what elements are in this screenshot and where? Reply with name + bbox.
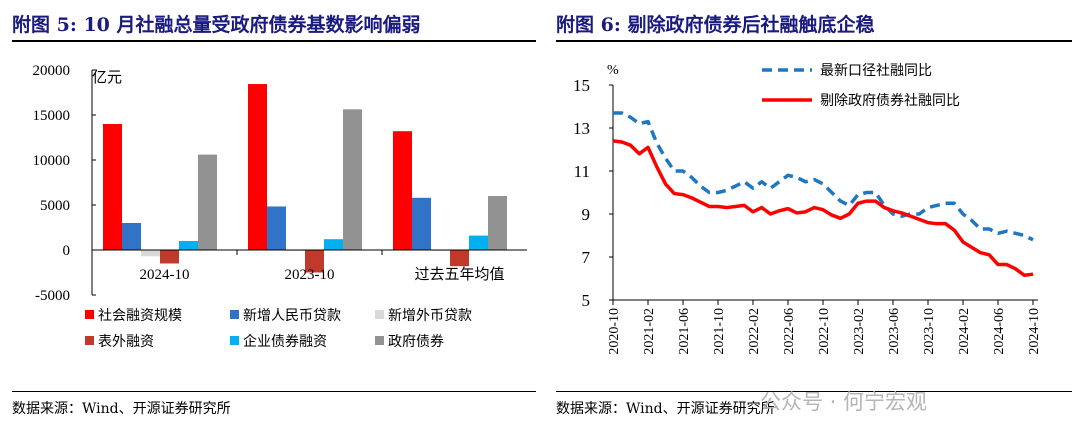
right-title-rule [556, 40, 1072, 42]
y-tick-label: 0 [63, 243, 71, 259]
x-tick-label: 2024-06 [992, 308, 1007, 355]
x-tick-label: 2021-02 [642, 308, 657, 355]
category-label: 过去五年均值 [414, 266, 504, 283]
y-tick-label: 5000 [40, 198, 70, 214]
bar-新增外币贷款 [141, 250, 160, 257]
legend-swatch [230, 310, 239, 319]
y-tick-label: 9 [582, 205, 591, 224]
legend-swatch [375, 310, 384, 319]
bar-新增人民币贷款 [267, 206, 286, 250]
legend-label: 新增外币贷款 [388, 308, 472, 324]
x-tick-label: 2023-06 [887, 308, 902, 355]
y-axis-unit: 亿元 [92, 69, 122, 86]
bar-新增人民币贷款 [412, 197, 431, 250]
y-tick-label: -5000 [35, 288, 70, 304]
legend-label: 企业债券融资 [243, 333, 327, 350]
bar-企业债券融资 [324, 239, 343, 250]
bar-政府债券 [343, 109, 362, 250]
left-footer-rule [12, 391, 536, 392]
line-剔除政府债券社融同比 [612, 139, 1034, 278]
bar-表外融资 [305, 250, 324, 273]
legend-swatch [230, 336, 239, 345]
y-tick-label: 10000 [33, 153, 71, 169]
legend-swatch [85, 310, 94, 319]
bar-企业债券融资 [179, 241, 198, 250]
legend-label: 社会融资规模 [98, 308, 182, 324]
y-tick-label: 20000 [33, 63, 71, 79]
y-tick-label: 11 [574, 162, 590, 181]
x-tick-label: 2021-06 [677, 308, 692, 355]
x-tick-label: 2021-10 [712, 308, 727, 355]
x-tick-label: 2024-10 [1027, 308, 1042, 355]
left-title-rule [12, 40, 536, 42]
left-chart-title: 附图 5: 10 月社融总量受政府债券基数影响偏弱 [12, 14, 421, 36]
right-footer-rule [556, 391, 1072, 392]
x-tick-label: 2024-02 [957, 308, 972, 355]
right-chart-title: 附图 6: 剔除政府债券后社融触底企稳 [556, 14, 875, 36]
legend-swatch [375, 336, 384, 345]
legend-label: 政府债券 [388, 334, 444, 350]
category-label: 2024-10 [140, 267, 190, 283]
x-tick-label: 2023-10 [922, 308, 937, 355]
bar-表外融资 [450, 250, 469, 267]
legend-label: 表外融资 [98, 334, 154, 350]
bar-新增人民币贷款 [122, 223, 141, 250]
bar-企业债券融资 [469, 235, 488, 250]
x-tick-label: 2020-10 [607, 308, 622, 355]
x-tick-label: 2022-10 [817, 308, 832, 355]
right-source: 数据来源：Wind、开源证券研究所 [556, 401, 775, 417]
x-tick-label: 2022-06 [782, 308, 797, 355]
watermark: 公众号 · 何宁宏观 [760, 390, 928, 414]
legend-label: 新增人民币贷款 [243, 308, 341, 324]
y-tick-label: 13 [573, 119, 590, 138]
left-source: 数据来源：Wind、开源证券研究所 [12, 401, 231, 417]
y-tick-label: 15 [573, 76, 590, 95]
x-tick-label: 2022-02 [747, 308, 762, 355]
legend-label: 剔除政府债券社融同比 [820, 93, 960, 109]
y-axis-unit: % [607, 63, 619, 78]
bar-社会融资规模 [103, 124, 122, 250]
y-tick-label: 15000 [33, 108, 71, 124]
bar-社会融资规模 [248, 84, 267, 250]
bar-社会融资规模 [393, 131, 412, 250]
bar-表外融资 [160, 250, 179, 264]
legend-label: 最新口径社融同比 [820, 63, 932, 79]
bar-政府债券 [198, 154, 217, 250]
legend-swatch [85, 336, 94, 345]
category-label: 2023-10 [285, 267, 335, 283]
y-tick-label: 5 [582, 291, 591, 310]
bar-政府债券 [488, 196, 507, 250]
y-tick-label: 7 [582, 248, 591, 267]
line-最新口径社融同比 [613, 111, 1034, 242]
x-tick-label: 2023-02 [852, 308, 867, 355]
